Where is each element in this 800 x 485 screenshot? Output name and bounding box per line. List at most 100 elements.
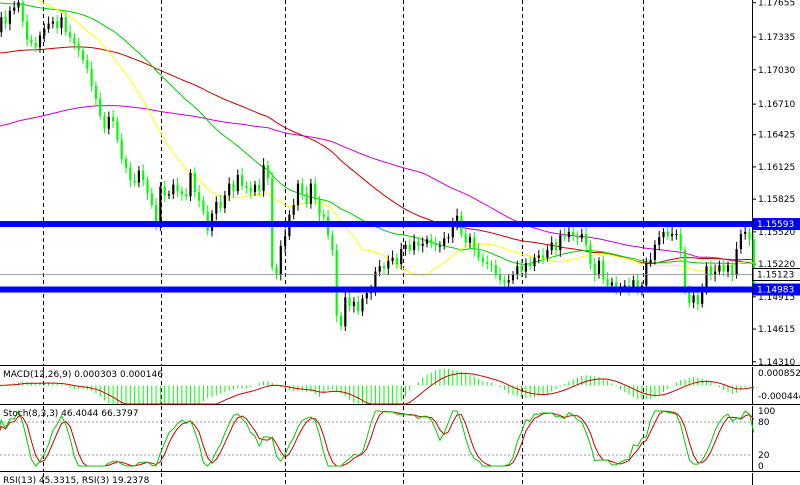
- candle-body: [228, 183, 231, 196]
- price-tag-label: 1.15593: [757, 220, 794, 230]
- candle-body: [279, 245, 282, 275]
- candle-body: [305, 193, 308, 204]
- candle-body: [348, 297, 351, 306]
- candle-body: [580, 234, 583, 239]
- candle-body: [99, 98, 102, 116]
- candle-body: [81, 50, 85, 61]
- candle-body: [185, 194, 188, 197]
- candle-body: [408, 244, 411, 251]
- y-tick-label: 1.17335: [758, 33, 795, 43]
- candle-body: [223, 195, 226, 209]
- candle-body: [671, 234, 674, 237]
- macd-panel: MACD(12,26,9) 0.000303 0.000146 0.000852 -…: [0, 367, 800, 405]
- y-tick-label: 1.15220: [758, 260, 795, 270]
- candle-body: [752, 239, 755, 288]
- y-tick-label: 1.15825: [758, 195, 795, 205]
- candle-body: [696, 295, 699, 304]
- candle-body: [413, 241, 416, 251]
- candle-body: [529, 263, 532, 267]
- candle-body: [683, 250, 687, 291]
- candle-body: [236, 174, 239, 192]
- candle-body: [180, 191, 183, 195]
- candle-body: [744, 231, 747, 235]
- macd-signal-line: [0, 372, 754, 405]
- candle-body: [374, 271, 377, 292]
- candle-body: [537, 255, 540, 258]
- candle-body: [4, 17, 7, 24]
- candle-body: [688, 290, 691, 303]
- candle-body: [331, 235, 334, 251]
- candle-body: [464, 234, 467, 243]
- candle-body: [589, 244, 592, 265]
- candle-body: [593, 264, 596, 275]
- ma-red-line: [0, 46, 754, 264]
- candle-body: [86, 60, 89, 69]
- price-tag-label: 1.14983: [757, 286, 794, 296]
- candle-body: [391, 257, 394, 261]
- candle-body: [610, 282, 613, 286]
- candle-body: [232, 183, 235, 192]
- candle-body: [215, 201, 218, 214]
- candle-body: [520, 266, 523, 272]
- candle-body: [142, 170, 145, 181]
- candle-body: [658, 237, 661, 245]
- stoch-tick-label: 80: [758, 418, 770, 428]
- candle-body: [26, 21, 29, 40]
- candle-body: [30, 39, 33, 43]
- candle-body: [731, 265, 734, 275]
- candle-body: [245, 185, 248, 188]
- candle-body: [94, 85, 97, 99]
- candle-body: [387, 260, 390, 269]
- candle-body: [662, 231, 665, 238]
- macd-tick-label: 0.000852: [758, 369, 800, 379]
- candle-body: [714, 271, 717, 275]
- candle-body: [137, 170, 140, 183]
- candle-body: [370, 292, 373, 294]
- candle-body: [146, 180, 149, 194]
- candle-body: [8, 10, 11, 24]
- candle-body: [421, 243, 424, 246]
- current-price-label: 1.15123: [757, 271, 794, 281]
- candle-body: [150, 193, 153, 206]
- candle-body: [735, 249, 738, 275]
- candle-body: [159, 186, 162, 226]
- candle-body: [653, 244, 656, 260]
- candle-body: [494, 265, 497, 275]
- candle-body: [275, 267, 278, 275]
- candle-body: [249, 187, 252, 193]
- candle-body: [352, 301, 355, 306]
- candle-body: [477, 250, 480, 258]
- candle-body: [542, 255, 545, 258]
- price-panel: 1.17655 1.17335 1.17030 1.16710 1.16425 1.161…: [0, 0, 800, 368]
- candle-body: [430, 239, 433, 244]
- candle-body: [103, 115, 106, 129]
- candle-body: [503, 280, 506, 283]
- candle-body: [490, 264, 493, 266]
- candle-body: [507, 280, 510, 283]
- candle-body: [124, 158, 128, 168]
- candle-body: [258, 184, 261, 192]
- candle-body: [679, 234, 682, 251]
- candle-body: [155, 205, 158, 226]
- candle-body: [262, 165, 265, 192]
- candle-body: [163, 186, 166, 196]
- y-tick-label: 1.17030: [758, 66, 795, 76]
- candle-body: [597, 260, 601, 275]
- y-tick-label: 1.14615: [758, 325, 795, 335]
- candle-body: [499, 274, 502, 281]
- candle-body: [357, 301, 360, 312]
- stoch-tick-label: 20: [758, 451, 770, 461]
- candle-body: [133, 180, 136, 183]
- candle-body: [443, 238, 446, 246]
- candle-body: [486, 261, 489, 265]
- candle-body: [107, 117, 110, 129]
- candle-body: [516, 266, 519, 275]
- y-tick-label: 1.16710: [758, 100, 795, 110]
- candle-body: [481, 257, 484, 262]
- candle-body: [546, 250, 549, 258]
- candle-body: [34, 42, 37, 48]
- candle-body: [176, 184, 179, 192]
- candle-body: [567, 231, 570, 238]
- rsi-label: RSI(13) 45.3315, RSI(3) 19.2378: [3, 476, 150, 485]
